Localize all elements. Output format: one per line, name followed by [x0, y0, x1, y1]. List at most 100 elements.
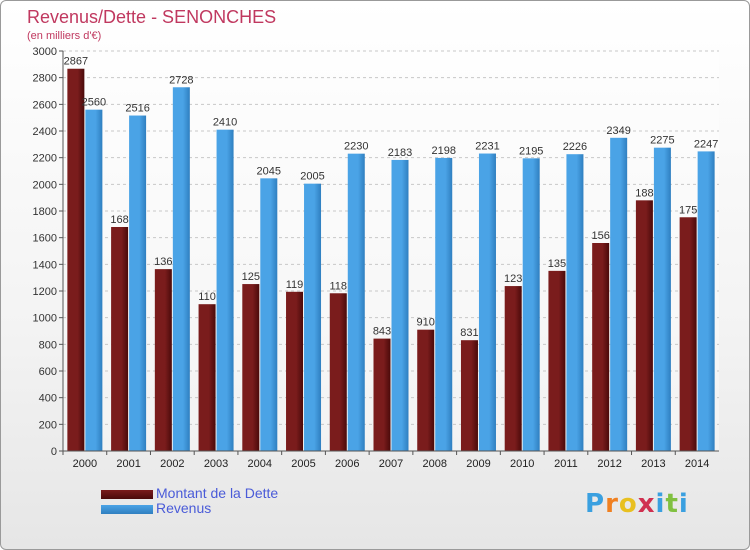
x-tick-label: 2006	[335, 458, 359, 470]
chart-subtitle: (en milliers d'€)	[27, 30, 102, 42]
legend-swatch-debt	[101, 490, 153, 499]
y-tick-label: 600	[39, 366, 57, 378]
bar-revenus	[697, 151, 715, 451]
x-tick-label: 2013	[641, 458, 665, 470]
bar-dette	[286, 291, 304, 451]
y-tick-label: 2200	[33, 153, 57, 165]
value-label-revenus: 2728	[169, 74, 193, 86]
bar-revenus	[522, 158, 540, 452]
bar-dette	[67, 68, 85, 451]
legend-label-revenue: Revenus	[156, 500, 212, 516]
proxiti-logo: Proxiti	[585, 489, 689, 519]
bar-dette	[679, 217, 697, 451]
bar-revenus	[304, 183, 322, 451]
bar-revenus	[610, 137, 628, 452]
value-label-revenus: 2226	[563, 141, 587, 153]
y-tick-label: 800	[39, 339, 57, 351]
x-tick-label: 2003	[204, 458, 228, 470]
value-label-revenus: 2560	[82, 97, 106, 109]
value-label-revenus: 2231	[475, 141, 499, 153]
value-label-dette: 843	[373, 326, 391, 338]
value-label-dette: 156	[591, 230, 609, 242]
value-label-dette: 125	[242, 271, 260, 283]
x-tick-label: 2012	[597, 458, 621, 470]
bar-dette	[154, 269, 172, 451]
y-tick-label: 1400	[33, 259, 57, 271]
y-tick-label: 1600	[33, 233, 57, 245]
bar-dette	[504, 286, 522, 451]
x-tick-label: 2005	[291, 458, 315, 470]
bar-revenus	[216, 129, 234, 451]
x-tick-label: 2004	[248, 458, 272, 470]
value-label-revenus: 2045	[257, 165, 281, 177]
bar-dette	[548, 270, 566, 451]
value-label-revenus: 2195	[519, 145, 543, 157]
bar-dette	[198, 304, 216, 451]
x-tick-label: 2000	[73, 458, 97, 470]
value-label-dette: 831	[460, 327, 478, 339]
x-tick-label: 2007	[379, 458, 403, 470]
bar-dette	[111, 227, 129, 451]
logo-letter: P	[585, 489, 606, 519]
bar-dette	[460, 340, 478, 451]
value-label-dette: 168	[110, 214, 128, 226]
bar-revenus	[260, 178, 278, 452]
bar-dette	[635, 200, 653, 451]
bar-revenus	[391, 159, 409, 451]
bar-revenus	[566, 154, 584, 451]
value-label-dette: 123	[504, 273, 522, 285]
logo-letter: x	[637, 489, 656, 519]
x-tick-label: 2009	[466, 458, 490, 470]
value-label-dette: 110	[198, 291, 216, 303]
bar-revenus	[478, 153, 496, 452]
value-label-revenus: 2230	[344, 141, 368, 153]
value-labels: 2867 2560 168 2516 136 2728 110 2410 125 2045 119 2…	[64, 56, 719, 339]
x-tick-label: 2011	[554, 458, 578, 470]
plot-area	[63, 51, 719, 451]
value-label-revenus: 2516	[125, 103, 149, 115]
bar-revenus	[129, 115, 147, 452]
value-label-dette: 135	[548, 258, 566, 270]
x-tick-label: 2001	[116, 458, 140, 470]
y-tick-label: 400	[39, 393, 57, 405]
value-label-revenus: 2198	[431, 145, 455, 157]
value-label-revenus: 2349	[606, 125, 630, 137]
value-label-dette: 118	[329, 280, 347, 292]
bar-revenus	[653, 147, 671, 451]
grid-lines	[63, 50, 719, 452]
value-label-revenus: 2410	[213, 117, 237, 129]
bar-revenus	[347, 153, 365, 451]
value-label-dette: 188	[635, 187, 653, 199]
bars	[67, 68, 715, 452]
y-tick-label: 200	[39, 419, 57, 431]
y-tick-label: 2000	[33, 179, 57, 191]
bar-revenus	[435, 157, 453, 451]
y-tick-label: 1000	[33, 313, 57, 325]
value-label-dette: 175	[679, 204, 697, 216]
axes: 0 200 400 600 800 1000 1200 1400 1600 1800 2000 220…	[33, 46, 719, 470]
logo-letter: r	[605, 489, 619, 519]
chart-title: Revenus/Dette - SENONCHES	[27, 7, 277, 27]
y-tick-label: 1800	[33, 206, 57, 218]
legend-swatch-revenue	[101, 505, 153, 514]
legend-label-debt: Montant de la Dette	[156, 485, 279, 501]
bar-revenus	[85, 109, 103, 452]
y-tick-label: 2400	[33, 126, 57, 138]
bar-dette	[417, 329, 435, 451]
x-tick-label: 2010	[510, 458, 534, 470]
value-label-revenus: 2247	[694, 138, 718, 150]
value-label-revenus: 2005	[300, 171, 324, 183]
x-tick-label: 2002	[160, 458, 184, 470]
value-label-revenus: 2275	[650, 135, 674, 147]
value-label-dette: 119	[286, 279, 304, 291]
y-tick-label: 1200	[33, 286, 57, 298]
y-tick-label: 2800	[33, 73, 57, 85]
logo-letter: o	[618, 489, 638, 519]
value-label-dette: 136	[154, 256, 172, 268]
bar-revenus	[172, 87, 190, 452]
logo-letter: i	[655, 489, 666, 519]
bar-dette	[592, 243, 610, 451]
logo-letter: i	[678, 489, 689, 519]
value-label-revenus: 2183	[388, 147, 412, 159]
